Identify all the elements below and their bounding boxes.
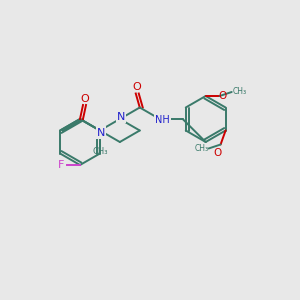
Text: F: F bbox=[58, 160, 64, 170]
Text: O: O bbox=[81, 94, 89, 104]
Text: O: O bbox=[218, 91, 227, 101]
Text: N: N bbox=[117, 112, 125, 122]
Text: CH₃: CH₃ bbox=[232, 88, 247, 97]
Text: NH: NH bbox=[155, 115, 170, 125]
Text: O: O bbox=[132, 82, 141, 92]
Text: N: N bbox=[97, 128, 105, 137]
Text: O: O bbox=[214, 148, 222, 158]
Text: CH₃: CH₃ bbox=[194, 144, 209, 153]
Text: CH₃: CH₃ bbox=[92, 147, 108, 156]
